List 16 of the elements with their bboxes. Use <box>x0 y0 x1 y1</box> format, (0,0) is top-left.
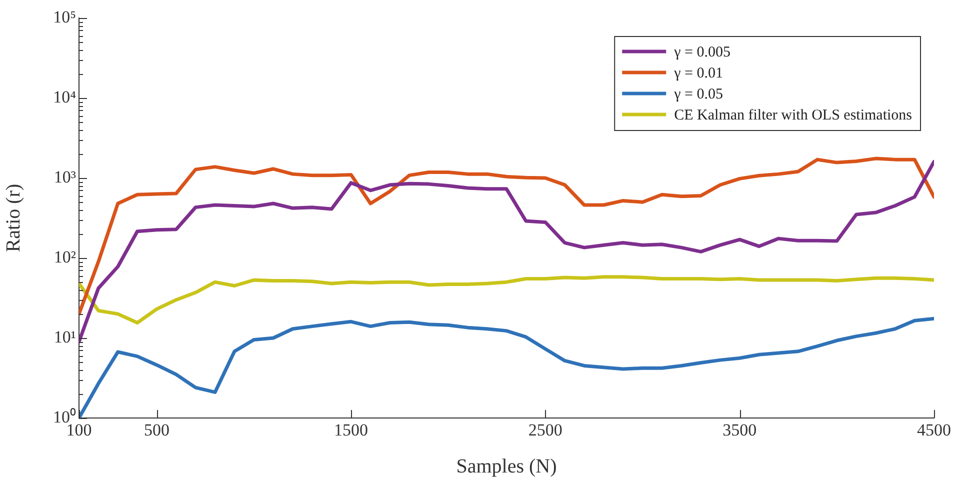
legend-label: γ = 0.05 <box>673 86 723 102</box>
x-tick-label: 1500 <box>334 420 368 440</box>
y-tick-label: 10⁵ <box>53 7 76 26</box>
x-tick-label: 3500 <box>722 420 757 440</box>
x-tick-label: 4500 <box>917 420 951 440</box>
x-axis-title: Samples (N) <box>456 455 557 478</box>
legend-label: γ = 0.005 <box>673 44 730 60</box>
x-tick-label: 500 <box>144 420 170 440</box>
y-axis-title: Ratio (r) <box>2 184 24 252</box>
y-tick-label: 10² <box>54 247 76 266</box>
y-tick-label: 10³ <box>54 167 76 186</box>
legend-label: CE Kalman filter with OLS estimations <box>674 107 912 124</box>
x-tick-label: 2500 <box>528 420 562 440</box>
y-tick-label: 10⁴ <box>53 87 76 106</box>
y-tick-label: 10¹ <box>54 327 76 346</box>
legend-label: γ = 0.01 <box>673 65 723 82</box>
